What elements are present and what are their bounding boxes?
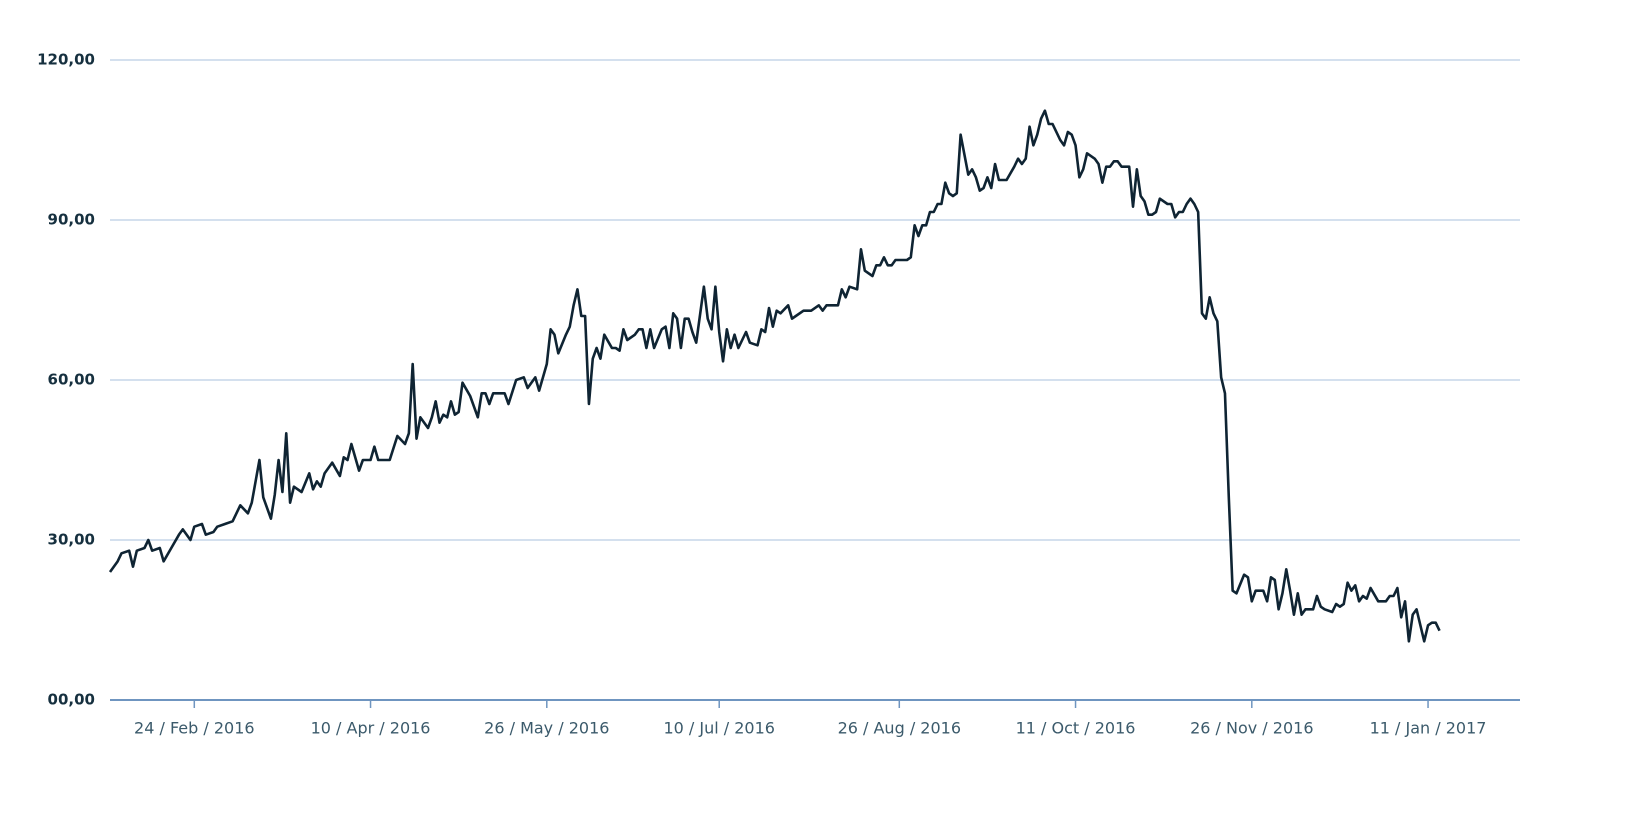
x-tick-label: 10 / Jul / 2016 — [663, 719, 775, 738]
y-tick-label: 30,00 — [48, 531, 95, 549]
x-tick-label: 26 / May / 2016 — [484, 719, 609, 738]
y-tick-label: 90,00 — [48, 211, 95, 229]
y-tick-label: 60,00 — [48, 371, 95, 389]
x-tick-label: 26 / Nov / 2016 — [1190, 719, 1313, 738]
x-tick-label: 24 / Feb / 2016 — [134, 719, 255, 738]
data-line — [108, 109, 1441, 643]
y-tick-label: 120,00 — [37, 51, 95, 69]
x-tick-label: 26 / Aug / 2016 — [838, 719, 961, 738]
x-tick-label: 11 / Jan / 2017 — [1370, 719, 1487, 738]
x-tick-label: 11 / Oct / 2016 — [1016, 719, 1136, 738]
y-tick-label: 00,00 — [48, 691, 95, 709]
x-tick-label: 10 / Apr / 2016 — [311, 719, 431, 738]
